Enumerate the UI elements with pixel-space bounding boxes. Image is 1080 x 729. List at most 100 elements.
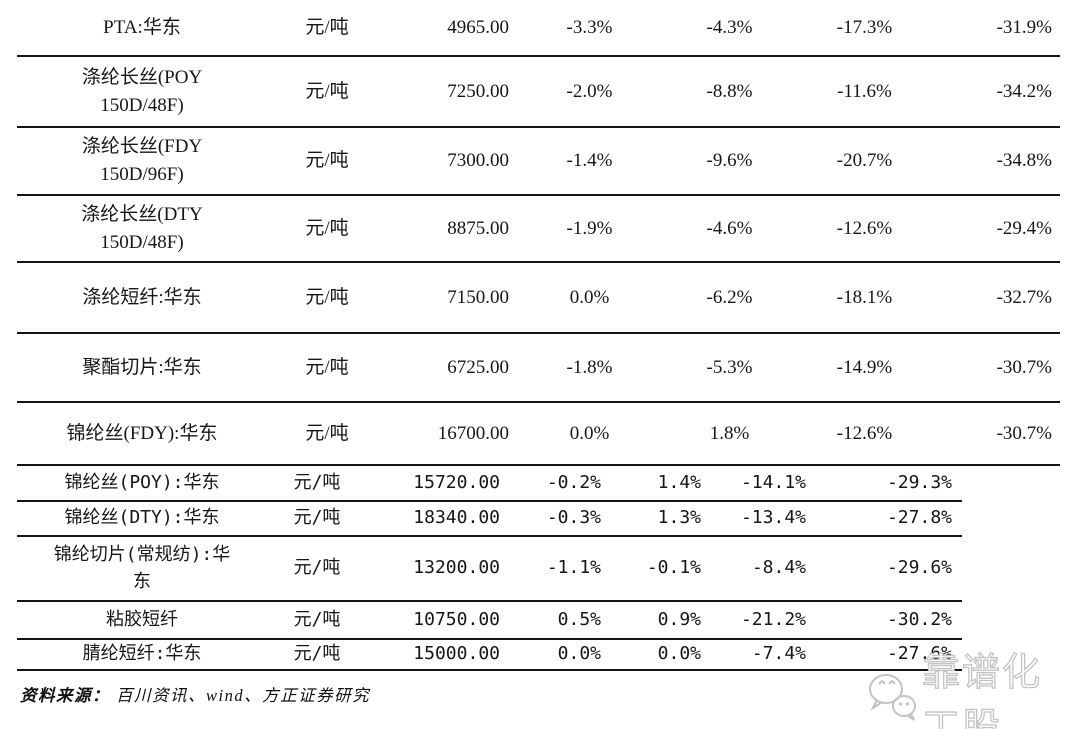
unit-cell: 元/吨 [293, 557, 341, 579]
change-cell-3: -13.4% [740, 507, 806, 529]
change-cell-3: -12.6% [836, 422, 893, 444]
unit-cell: 元/吨 [293, 471, 341, 493]
product-cell: 粘胶短纤 [106, 608, 178, 630]
price-table-bottom: 锦纶丝(POY):华东 元/吨 15720.00 -0.2% 1.4% -14.… [17, 466, 962, 671]
product-cell: 涤纶长丝(FDY 150D/96F) [81, 136, 203, 185]
change-cell-4: -29.4% [996, 217, 1052, 239]
price-table-top: PTA:华东 元/吨 4965.00 -3.3% -4.3% -17.3% -3… [17, 0, 1060, 466]
change-cell-4: -34.8% [996, 150, 1052, 172]
change-cell-3: -14.1% [740, 471, 806, 493]
product-cell: 涤纶长丝(POY 150D/48F) [81, 66, 203, 116]
product-cell: 涤纶长丝(DTY 150D/48F) [81, 203, 203, 253]
change-cell-1: -1.8% [566, 356, 613, 378]
change-cell-3: -21.2% [740, 608, 806, 630]
change-cell-4: -30.7% [996, 422, 1052, 444]
change-cell-1: -1.4% [566, 150, 613, 172]
change-cell-1: -3.3% [566, 16, 613, 38]
change-cell-3: -7.4% [751, 643, 806, 665]
change-cell-4: -30.7% [996, 356, 1052, 378]
change-cell-2: -4.6% [706, 217, 753, 239]
unit-cell: 元/吨 [305, 150, 349, 172]
price-cell: 4965.00 [447, 16, 509, 38]
unit-cell: 元/吨 [305, 217, 349, 239]
table-row: 锦纶丝(POY):华东 元/吨 15720.00 -0.2% 1.4% -14.… [17, 466, 962, 502]
product-cell: 锦纶丝(POY):华东 [64, 471, 220, 493]
product-cell: 锦纶丝(DTY):华东 [64, 507, 220, 529]
change-cell-3: -18.1% [836, 286, 893, 308]
change-cell-1: -1.9% [566, 217, 613, 239]
table-row: 涤纶长丝(FDY 150D/96F) 元/吨 7300.00 -1.4% -9.… [17, 128, 1060, 196]
product-cell: 涤纶短纤:华东 [82, 286, 202, 308]
table-row: 涤纶长丝(POY 150D/48F) 元/吨 7250.00 -2.0% -8.… [17, 57, 1060, 128]
unit-cell: 元/吨 [305, 422, 349, 444]
table-row: 腈纶短纤:华东 元/吨 15000.00 0.0% 0.0% -7.4% -27… [17, 640, 962, 671]
price-cell: 7150.00 [447, 286, 509, 308]
table-row: 锦纶丝(DTY):华东 元/吨 18340.00 -0.3% 1.3% -13.… [17, 502, 962, 537]
change-cell-3: -17.3% [836, 16, 893, 38]
product-cell: PTA:华东 [103, 16, 181, 38]
table-row: 锦纶切片(常规纺):华 东 元/吨 13200.00 -1.1% -0.1% -… [17, 537, 962, 602]
change-cell-3: -12.6% [836, 217, 893, 239]
change-cell-3: -11.6% [837, 80, 892, 102]
change-cell-2: -6.2% [706, 286, 753, 308]
table-row: 涤纶长丝(DTY 150D/48F) 元/吨 8875.00 -1.9% -4.… [17, 196, 1060, 263]
price-cell: 6725.00 [447, 356, 509, 378]
change-cell-4: -27.6% [886, 643, 952, 665]
price-cell: 15720.00 [413, 471, 500, 493]
wechat-icon [868, 665, 918, 728]
source-text: 百川资讯、wind、方正证券研究 [116, 686, 371, 705]
price-cell: 7250.00 [447, 80, 509, 102]
product-cell: 聚酯切片:华东 [82, 356, 202, 378]
change-cell-2: -4.3% [706, 16, 753, 38]
change-cell-4: -29.6% [886, 557, 952, 579]
change-cell-2: -5.3% [706, 356, 753, 378]
change-cell-2: -9.6% [706, 150, 753, 172]
change-cell-2: 1.3% [657, 507, 701, 529]
price-cell: 16700.00 [437, 422, 509, 444]
change-cell-3: -20.7% [836, 150, 893, 172]
source-label: 资料来源： [20, 686, 110, 705]
product-cell: 锦纶切片(常规纺):华 东 [53, 544, 231, 592]
unit-cell: 元/吨 [293, 507, 341, 529]
product-cell: 腈纶短纤:华东 [82, 643, 202, 665]
source-note: 资料来源： 百川资讯、wind、方正证券研究 [20, 682, 370, 706]
change-cell-3: -14.9% [836, 356, 893, 378]
change-cell-4: -32.7% [996, 286, 1052, 308]
table-row: 锦纶丝(FDY):华东 元/吨 16700.00 0.0% 1.8% -12.6… [17, 403, 1060, 466]
change-cell-1: -1.1% [546, 557, 601, 579]
change-cell-2: 1.4% [657, 471, 701, 493]
change-cell-1: 0.0% [557, 643, 601, 665]
table-row: 粘胶短纤 元/吨 10750.00 0.5% 0.9% -21.2% -30.2… [17, 602, 962, 640]
change-cell-1: 0.0% [569, 422, 610, 444]
change-cell-4: -30.2% [886, 608, 952, 630]
price-cell: 8875.00 [447, 217, 509, 239]
unit-cell: 元/吨 [305, 16, 349, 38]
product-cell: 锦纶丝(FDY):华东 [66, 422, 218, 444]
change-cell-1: -0.2% [546, 471, 601, 493]
change-cell-4: -31.9% [996, 16, 1052, 38]
change-cell-4: -29.3% [886, 471, 952, 493]
change-cell-1: -0.3% [546, 507, 601, 529]
change-cell-2: 0.9% [657, 608, 701, 630]
change-cell-2: -0.1% [646, 557, 701, 579]
unit-cell: 元/吨 [305, 356, 349, 378]
change-cell-3: -8.4% [751, 557, 806, 579]
change-cell-2: 1.8% [709, 422, 750, 444]
unit-cell: 元/吨 [293, 608, 341, 630]
change-cell-4: -34.2% [996, 80, 1052, 102]
unit-cell: 元/吨 [293, 643, 341, 665]
change-cell-1: 0.0% [569, 286, 610, 308]
table-row: 聚酯切片:华东 元/吨 6725.00 -1.8% -5.3% -14.9% -… [17, 334, 1060, 403]
price-cell: 13200.00 [413, 557, 500, 579]
change-cell-1: -2.0% [566, 80, 613, 102]
price-cell: 7300.00 [447, 150, 509, 172]
table-row: PTA:华东 元/吨 4965.00 -3.3% -4.3% -17.3% -3… [17, 0, 1060, 57]
price-cell: 18340.00 [413, 507, 500, 529]
unit-cell: 元/吨 [305, 80, 349, 102]
price-cell: 10750.00 [413, 608, 500, 630]
unit-cell: 元/吨 [305, 286, 349, 308]
price-cell: 15000.00 [413, 643, 500, 665]
change-cell-2: 0.0% [657, 643, 701, 665]
change-cell-4: -27.8% [886, 507, 952, 529]
change-cell-2: -8.8% [706, 80, 753, 102]
